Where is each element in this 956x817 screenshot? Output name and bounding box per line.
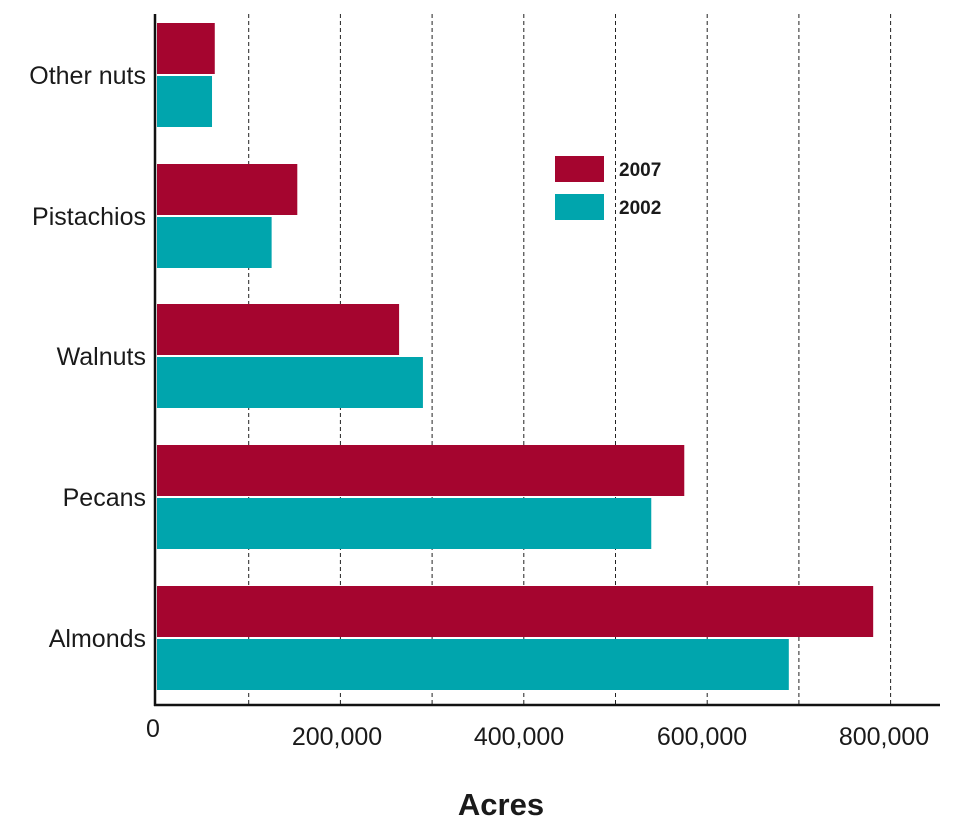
x-tick-label: 400,000 <box>474 723 564 751</box>
axes <box>153 14 940 707</box>
legend-swatch-2007 <box>555 156 604 182</box>
category-label: Almonds <box>49 625 146 653</box>
x-tick-label: 600,000 <box>657 723 747 751</box>
category-label: Other nuts <box>29 62 146 90</box>
bar-2007-pecans <box>157 445 685 496</box>
legend-label-2007: 2007 <box>619 160 661 181</box>
x-tick-labels: 0 200,000 400,000 600,000 800,000 <box>146 715 929 751</box>
x-tick-label: 0 <box>146 715 160 743</box>
bar-2002-other-nuts <box>157 76 213 127</box>
legend: 2007 2002 <box>555 156 661 220</box>
bar-2007-walnuts <box>157 304 400 355</box>
x-axis-title: Acres <box>458 787 544 817</box>
category-labels: Other nuts Pistachios Walnuts Pecans Almonds <box>29 62 146 653</box>
bar-2007-other-nuts <box>157 23 215 74</box>
gridlines <box>248 14 892 705</box>
bar-2002-walnuts <box>157 357 423 408</box>
x-tick-label: 200,000 <box>292 723 382 751</box>
x-tick-label: 800,000 <box>839 723 929 751</box>
bar-2007-pistachios <box>157 164 298 215</box>
bar-2002-pistachios <box>157 217 272 268</box>
category-label: Walnuts <box>57 343 146 371</box>
bar-2002-pecans <box>157 498 652 549</box>
legend-swatch-2002 <box>555 194 604 220</box>
legend-label-2002: 2002 <box>619 198 661 219</box>
bar-2007-almonds <box>157 586 874 637</box>
category-label: Pistachios <box>32 203 146 231</box>
category-label: Pecans <box>63 484 146 512</box>
bars <box>157 23 874 690</box>
bar-2002-almonds <box>157 639 789 690</box>
